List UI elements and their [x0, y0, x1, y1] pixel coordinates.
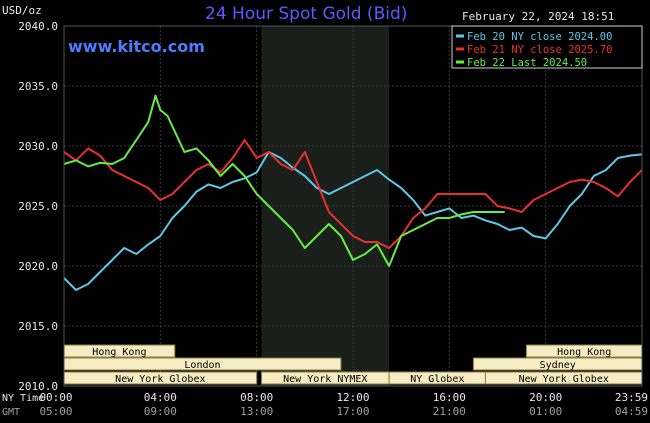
x-tick-label-ny: 16:00: [433, 391, 466, 404]
session-label: New York NYMEX: [283, 374, 367, 385]
session-bar: NY Globex: [388, 371, 486, 385]
session-bar: Hong Kong: [63, 344, 176, 358]
series-line-2: [63, 139, 643, 249]
legend-label-2: Feb 21 NY close 2025.70: [467, 44, 612, 56]
y-tick-label: 2010.0: [18, 380, 58, 393]
session-bar: New York NYMEX: [260, 371, 390, 385]
x-axis-row-label-ny: NY Time: [2, 393, 44, 404]
session-bar: London: [63, 357, 342, 371]
x-tick-label-ny: 20:00: [529, 391, 562, 404]
y-tick-label: 2035.0: [18, 80, 58, 93]
timestamp: February 22, 2024 18:51: [462, 10, 614, 23]
x-tick-label-ny: 12:00: [336, 391, 369, 404]
x-axis-row-label-gmt: GMT: [2, 407, 20, 418]
legend-label-3: Feb 22 Last 2024.50: [467, 57, 587, 69]
price-series: [63, 94, 643, 291]
plot-frame: [63, 25, 643, 387]
session-label: Hong Kong: [92, 347, 146, 358]
axes: 2010.0 2015.0 2020.0 2025.0 2030.0 2035.0 2040…: [2, 20, 648, 418]
market-sessions: Hong Kong Hong Kong London Sydney New York G…: [63, 344, 643, 385]
session-label: Sydney: [540, 360, 576, 371]
x-tick-label-ny: 23:59: [615, 391, 648, 404]
unit-label: USD/oz: [2, 4, 42, 17]
legend-box: [451, 25, 643, 69]
session-label: New York Globex: [519, 374, 609, 385]
x-tick-label-gmt: 01:00: [529, 405, 562, 418]
y-tick-label: 2025.0: [18, 200, 58, 213]
session-bar: Hong Kong: [525, 344, 643, 358]
series-line-1: [63, 151, 643, 291]
watermark: www.kitco.com: [68, 37, 205, 56]
session-label: NY Globex: [410, 374, 464, 385]
chart-title: 24 Hour Spot Gold (Bid): [205, 4, 407, 24]
session-bar: New York Globex: [63, 371, 258, 385]
y-tick-label: 2040.0: [18, 20, 58, 33]
legend-label-1: Feb 20 NY close 2024.00: [467, 31, 612, 43]
x-tick-label-gmt: 13:00: [240, 405, 273, 418]
series-line-3: [63, 94, 505, 267]
x-tick-label-ny: 04:00: [144, 391, 177, 404]
x-tick-label-gmt: 09:00: [144, 405, 177, 418]
x-tick-label-ny: 00:00: [39, 391, 72, 404]
x-tick-label-gmt: 21:00: [433, 405, 466, 418]
y-tick-label: 2015.0: [18, 320, 58, 333]
session-bar: New York Globex: [484, 371, 643, 385]
x-tick-label-ny: 08:00: [240, 391, 273, 404]
x-tick-label-gmt: 05:00: [39, 405, 72, 418]
session-bar: Sydney: [472, 357, 643, 371]
y-tick-label: 2020.0: [18, 260, 58, 273]
x-tick-label-gmt: 04:59: [615, 405, 648, 418]
session-label: London: [184, 360, 220, 371]
x-tick-label-gmt: 17:00: [336, 405, 369, 418]
session-label: New York Globex: [115, 374, 205, 385]
session-label: Hong Kong: [557, 347, 611, 358]
y-tick-label: 2030.0: [18, 140, 58, 153]
